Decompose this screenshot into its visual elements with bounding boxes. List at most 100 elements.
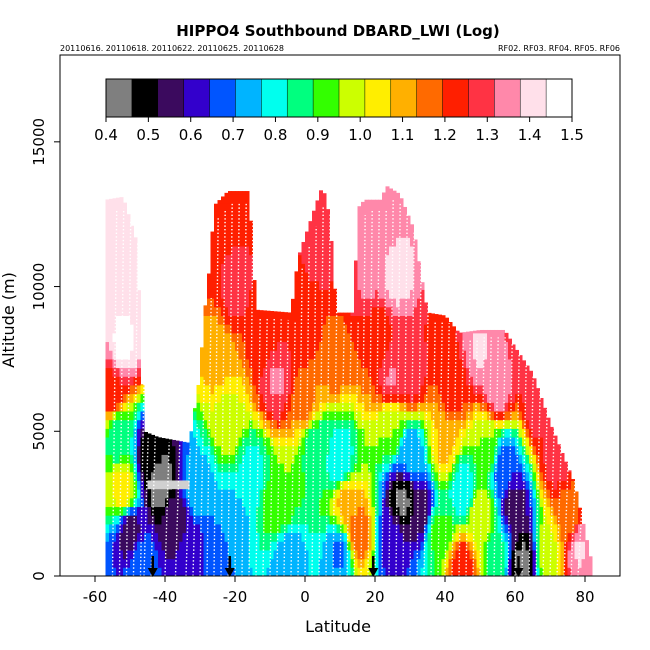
chart-subtitle-right: RF02. RF03. RF04. RF05. RF06 (498, 44, 620, 53)
heatmap-cell (137, 523, 141, 534)
heatmap-cell (270, 558, 274, 568)
heatmap-cell (403, 532, 407, 542)
heatmap-cell (263, 454, 267, 464)
heatmap-cell (242, 523, 246, 534)
heatmap-cell (137, 419, 141, 429)
heatmap-cell (140, 523, 145, 534)
heatmap-cell (539, 506, 544, 516)
heatmap-cell (392, 272, 397, 282)
heatmap-cell (469, 341, 474, 351)
heatmap-cell (532, 393, 537, 403)
heatmap-cell (560, 454, 565, 464)
heatmap-cell (511, 506, 516, 516)
heatmap-cell (480, 411, 484, 421)
heatmap-cell (354, 393, 358, 403)
heatmap-cell (438, 402, 442, 412)
heatmap-cell (273, 324, 278, 334)
heatmap-cell (319, 549, 323, 560)
heatmap-cell (385, 367, 390, 377)
heatmap-cell (462, 463, 467, 473)
heatmap-cell (459, 332, 463, 334)
heatmap-cell (476, 497, 481, 508)
heatmap-cell (417, 272, 421, 282)
heatmap-cell (312, 367, 316, 377)
colorbar-swatch (131, 79, 159, 117)
heatmap-cell (448, 532, 453, 542)
heatmap-cell (490, 332, 495, 343)
heatmap-cell (403, 315, 407, 325)
heatmap-cell (368, 515, 372, 525)
heatmap-cell (385, 211, 390, 221)
flight-track-line (199, 379, 205, 576)
heatmap-cell (518, 428, 523, 438)
heatmap-cell (480, 376, 484, 386)
heatmap-cell (217, 298, 222, 308)
heatmap-cell (161, 515, 166, 525)
heatmap-cell (130, 567, 134, 576)
heatmap-cell (322, 254, 327, 264)
x-tick-label: -20 (223, 588, 248, 606)
heatmap-cell (298, 480, 302, 490)
heatmap-cell (525, 480, 530, 490)
heatmap-cell (466, 393, 470, 403)
heatmap-cell (396, 384, 400, 395)
heatmap-cell (312, 289, 316, 299)
heatmap-cell (263, 310, 267, 316)
heatmap-cell (361, 367, 365, 377)
heatmap-cell (308, 489, 313, 499)
heatmap-cell (466, 341, 470, 351)
heatmap-cell (494, 332, 498, 343)
heatmap-cell (518, 506, 523, 516)
heatmap-cell (546, 437, 551, 447)
heatmap-cell (168, 523, 173, 534)
heatmap-cell (200, 549, 204, 560)
heatmap-cell (235, 497, 239, 508)
heatmap-cell (336, 358, 341, 369)
heatmap-cell (375, 445, 379, 455)
heatmap-cell (228, 463, 232, 473)
heatmap-cell (319, 289, 323, 299)
heatmap-cell (256, 506, 260, 516)
heatmap-cell (375, 463, 379, 473)
heatmap-cell (557, 471, 561, 481)
heatmap-cell (448, 437, 453, 447)
heatmap-cell (249, 411, 253, 421)
heatmap-cell (224, 219, 229, 230)
heatmap-cell (536, 411, 540, 421)
heatmap-cell (322, 384, 327, 395)
heatmap-cell (350, 480, 355, 490)
heatmap-cell (501, 350, 505, 360)
heatmap-cell (427, 532, 432, 542)
heatmap-cell (284, 454, 288, 464)
heatmap-cell (522, 419, 526, 429)
heatmap-cell (539, 541, 544, 551)
heatmap-cell (410, 549, 414, 560)
heatmap-cell (371, 324, 376, 334)
heatmap-cell (389, 254, 393, 264)
heatmap-cell (469, 350, 474, 360)
heatmap-cell (186, 463, 190, 473)
heatmap-cell (273, 358, 278, 369)
heatmap-cell (504, 393, 509, 403)
heatmap-cell (396, 263, 400, 273)
heatmap-cell (350, 497, 355, 508)
heatmap-cell (511, 393, 516, 403)
heatmap-cell (322, 263, 327, 273)
heatmap-cell (434, 523, 439, 534)
heatmap-cell (364, 246, 369, 256)
heatmap-cell (280, 315, 285, 325)
heatmap-cell (424, 471, 428, 481)
heatmap-cell (518, 558, 523, 568)
colorbar-swatch (235, 79, 262, 117)
heatmap-cell (252, 445, 257, 455)
heatmap-cell (371, 445, 376, 455)
heatmap-cell (378, 428, 383, 438)
heatmap-cell (224, 367, 229, 377)
heatmap-cell (420, 289, 425, 299)
heatmap-cell (242, 506, 246, 516)
heatmap-cell (123, 402, 127, 412)
heatmap-cell (217, 471, 222, 481)
heatmap-cell (371, 289, 376, 299)
heatmap-cell (231, 272, 236, 282)
heatmap-cell (508, 419, 512, 429)
